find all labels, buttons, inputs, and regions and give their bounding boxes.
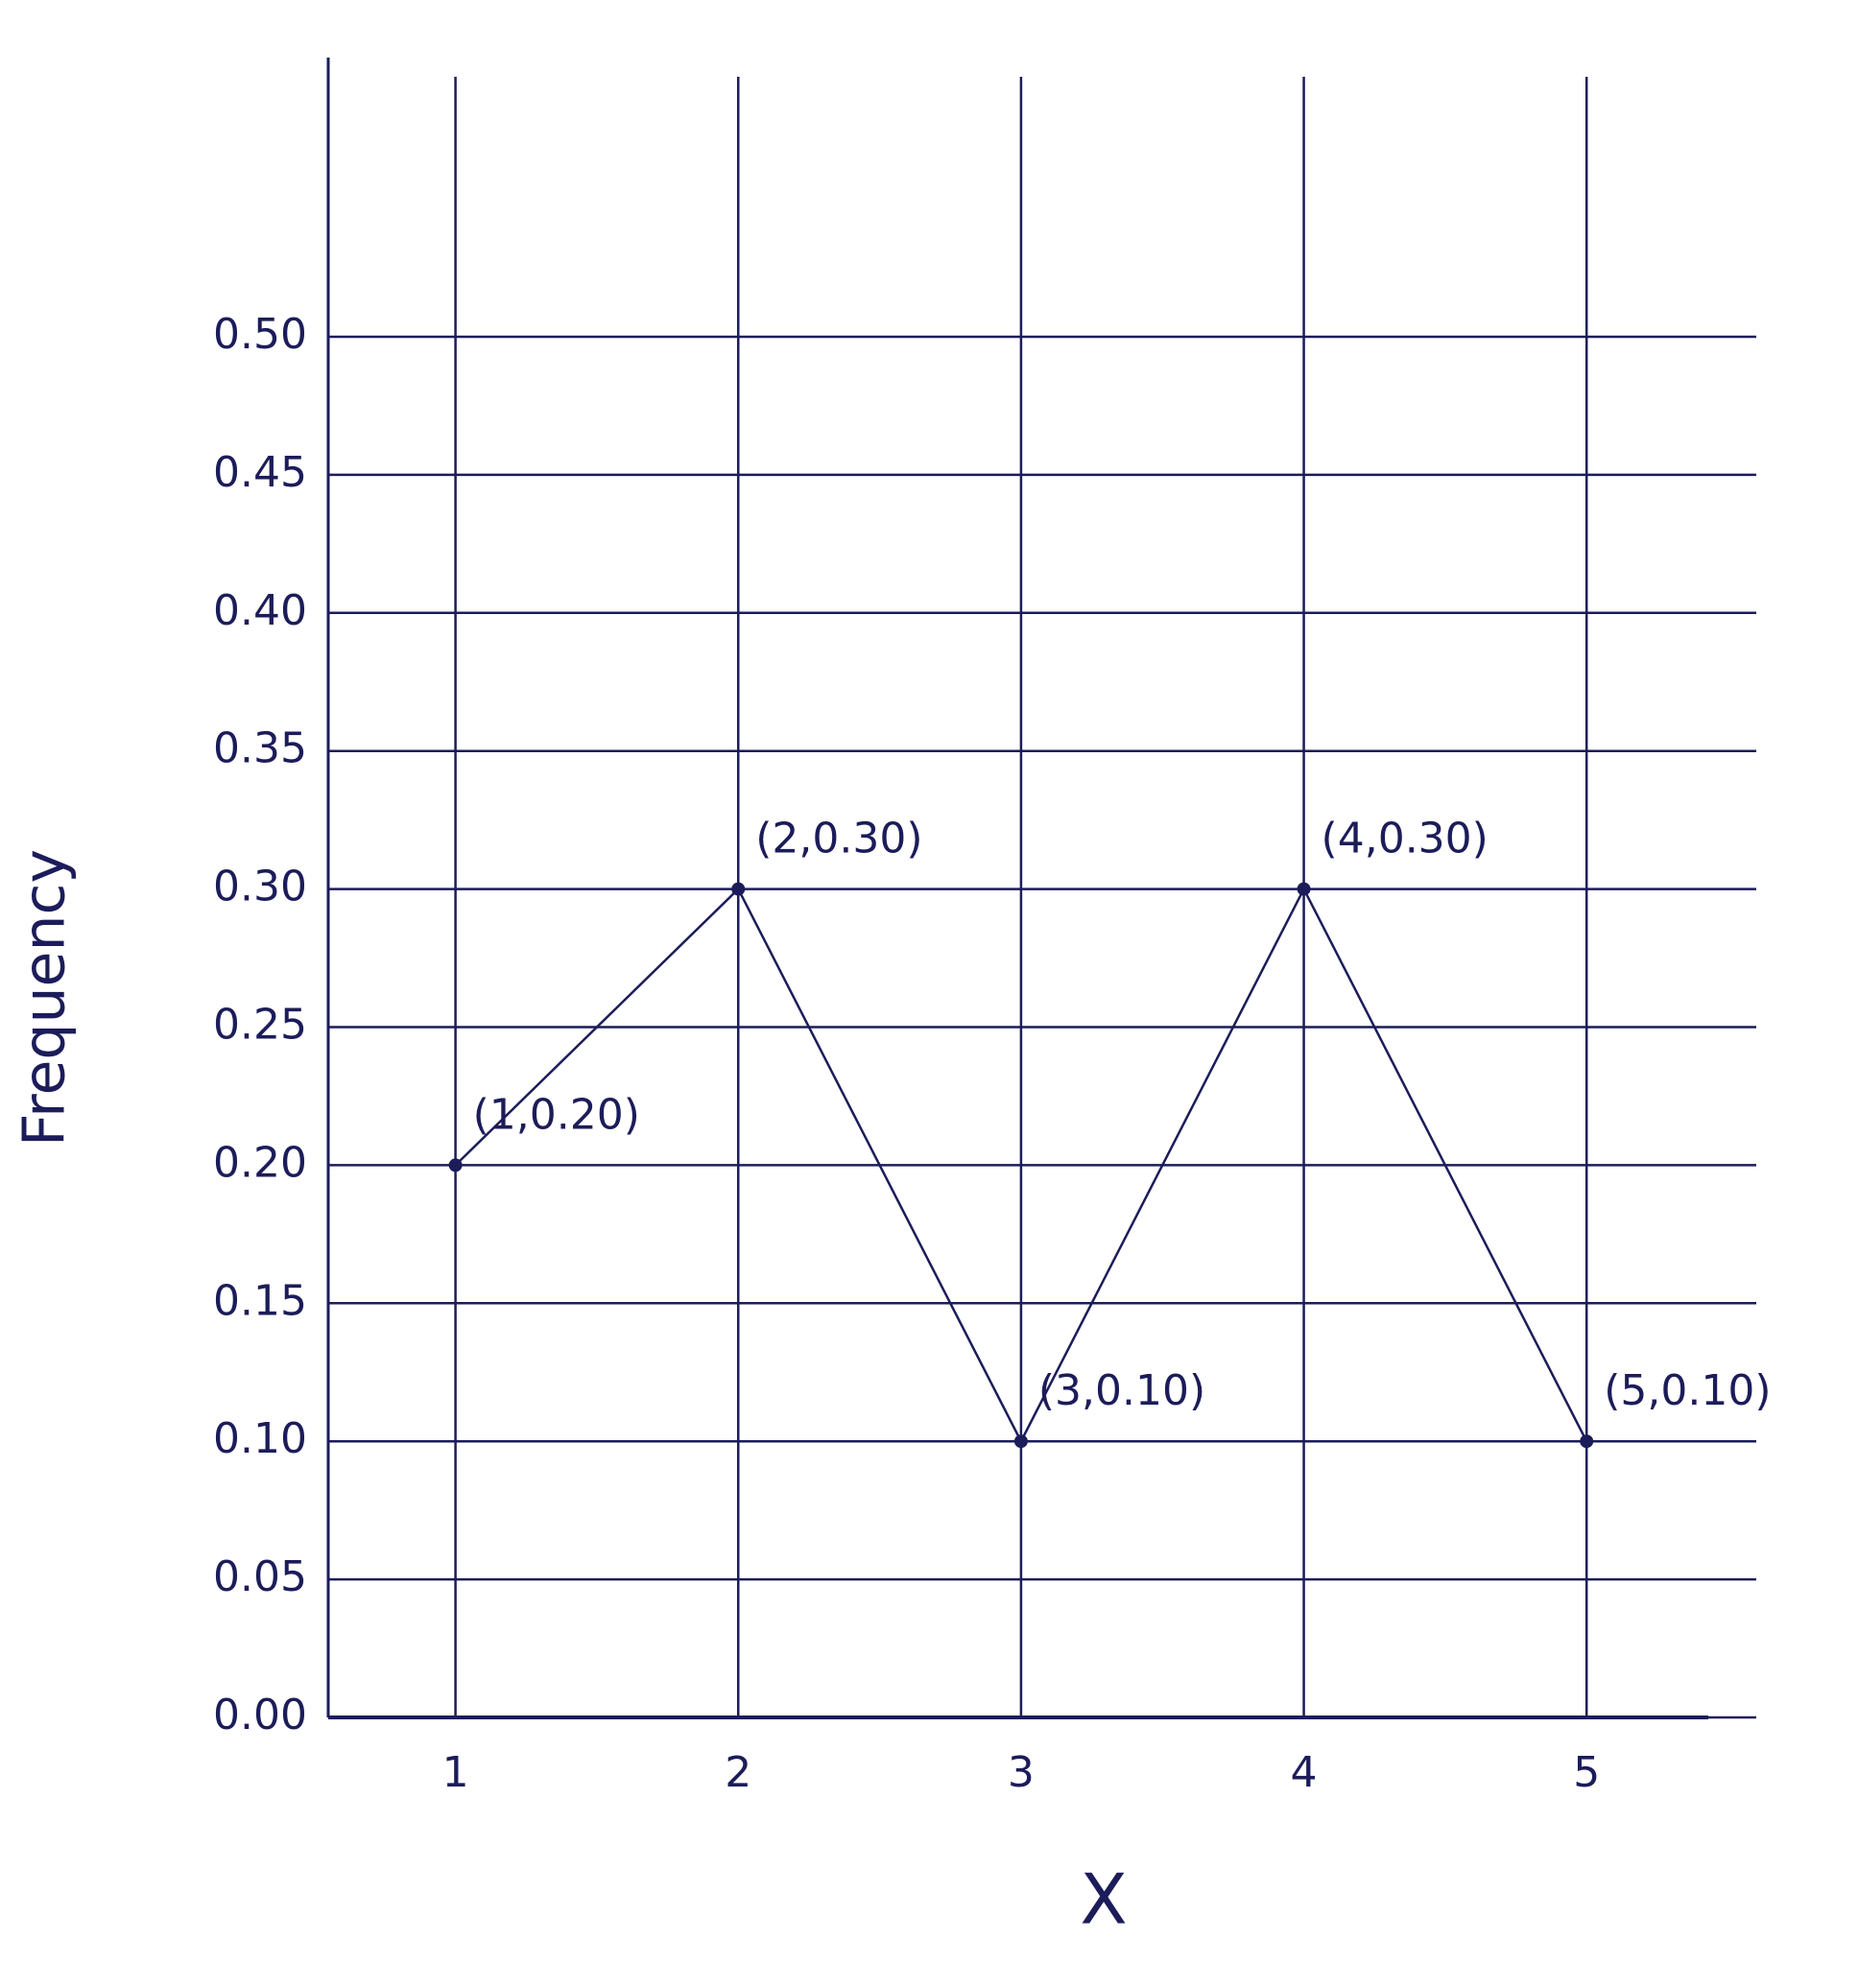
x-axis-title: X (1080, 1859, 1127, 1940)
x-tick-label: 2 (725, 1748, 751, 1797)
y-tick-label: 0.15 (213, 1276, 307, 1325)
y-tick-label: 0.35 (213, 724, 307, 773)
data-label: (1,0.20) (473, 1090, 640, 1139)
x-tick-label: 1 (442, 1748, 469, 1797)
data-label: (2,0.30) (755, 815, 922, 864)
data-point (731, 882, 746, 896)
y-tick-label: 0.30 (213, 863, 307, 911)
x-tick-label: 3 (1008, 1748, 1035, 1797)
data-point (448, 1158, 463, 1172)
y-tick-label: 0.05 (213, 1552, 307, 1601)
y-tick-label: 0.25 (213, 1001, 307, 1050)
y-tick-label: 0.20 (213, 1138, 307, 1187)
data-label: (5,0.10) (1604, 1366, 1771, 1415)
x-tick-label: 4 (1291, 1748, 1318, 1797)
data-label: (3,0.10) (1038, 1366, 1205, 1415)
y-tick-label: 0.45 (213, 448, 307, 497)
data-label: (4,0.30) (1322, 815, 1489, 864)
y-tick-label: 0.00 (213, 1691, 307, 1740)
y-tick-label: 0.40 (213, 586, 307, 635)
y-axis-title: Frequency (12, 849, 79, 1147)
data-point (1013, 1434, 1028, 1449)
x-tick-label: 5 (1573, 1748, 1600, 1797)
y-tick-label: 0.50 (213, 310, 307, 359)
y-tick-label: 0.10 (213, 1414, 307, 1463)
data-point (1297, 882, 1311, 896)
data-point (1580, 1434, 1594, 1449)
